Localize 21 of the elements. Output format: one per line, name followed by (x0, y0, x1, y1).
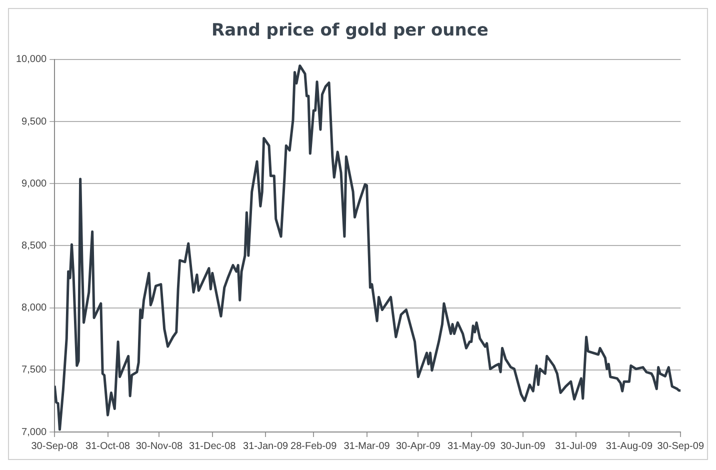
x-tick-label: 30-Apr-09 (396, 440, 441, 452)
y-tick-label: 7,500 (22, 364, 48, 376)
y-tick-label: 8,000 (22, 302, 48, 314)
x-tick-label: 31-Oct-08 (86, 440, 130, 452)
x-tick-label: 30-Sep-09 (657, 440, 704, 452)
y-tick-label: 9,000 (22, 178, 48, 190)
x-tick-label: 30-Nov-08 (136, 440, 183, 452)
y-tick-label: 9,500 (22, 116, 48, 128)
x-tick-label: 31-Jan-09 (243, 440, 289, 452)
y-tick-label: 10,000 (16, 54, 48, 66)
x-tick-label: 31-Mar-09 (344, 440, 390, 452)
x-tick-label: 30-Sep-08 (31, 440, 78, 452)
x-tick-label: 30-Jun-09 (500, 440, 546, 452)
x-tick-label: 31-May-09 (447, 440, 496, 452)
chart-title: Rand price of gold per ounce (212, 20, 488, 41)
x-tick-label: 31-Aug-09 (606, 440, 653, 452)
y-tick-label: 7,000 (22, 426, 48, 438)
x-tick-label: 31-Dec-08 (189, 440, 236, 452)
x-tick-label: 31-Jul-09 (555, 440, 598, 452)
y-tick-label: 8,500 (22, 240, 48, 252)
x-tick-label: 28-Feb-09 (290, 440, 338, 452)
